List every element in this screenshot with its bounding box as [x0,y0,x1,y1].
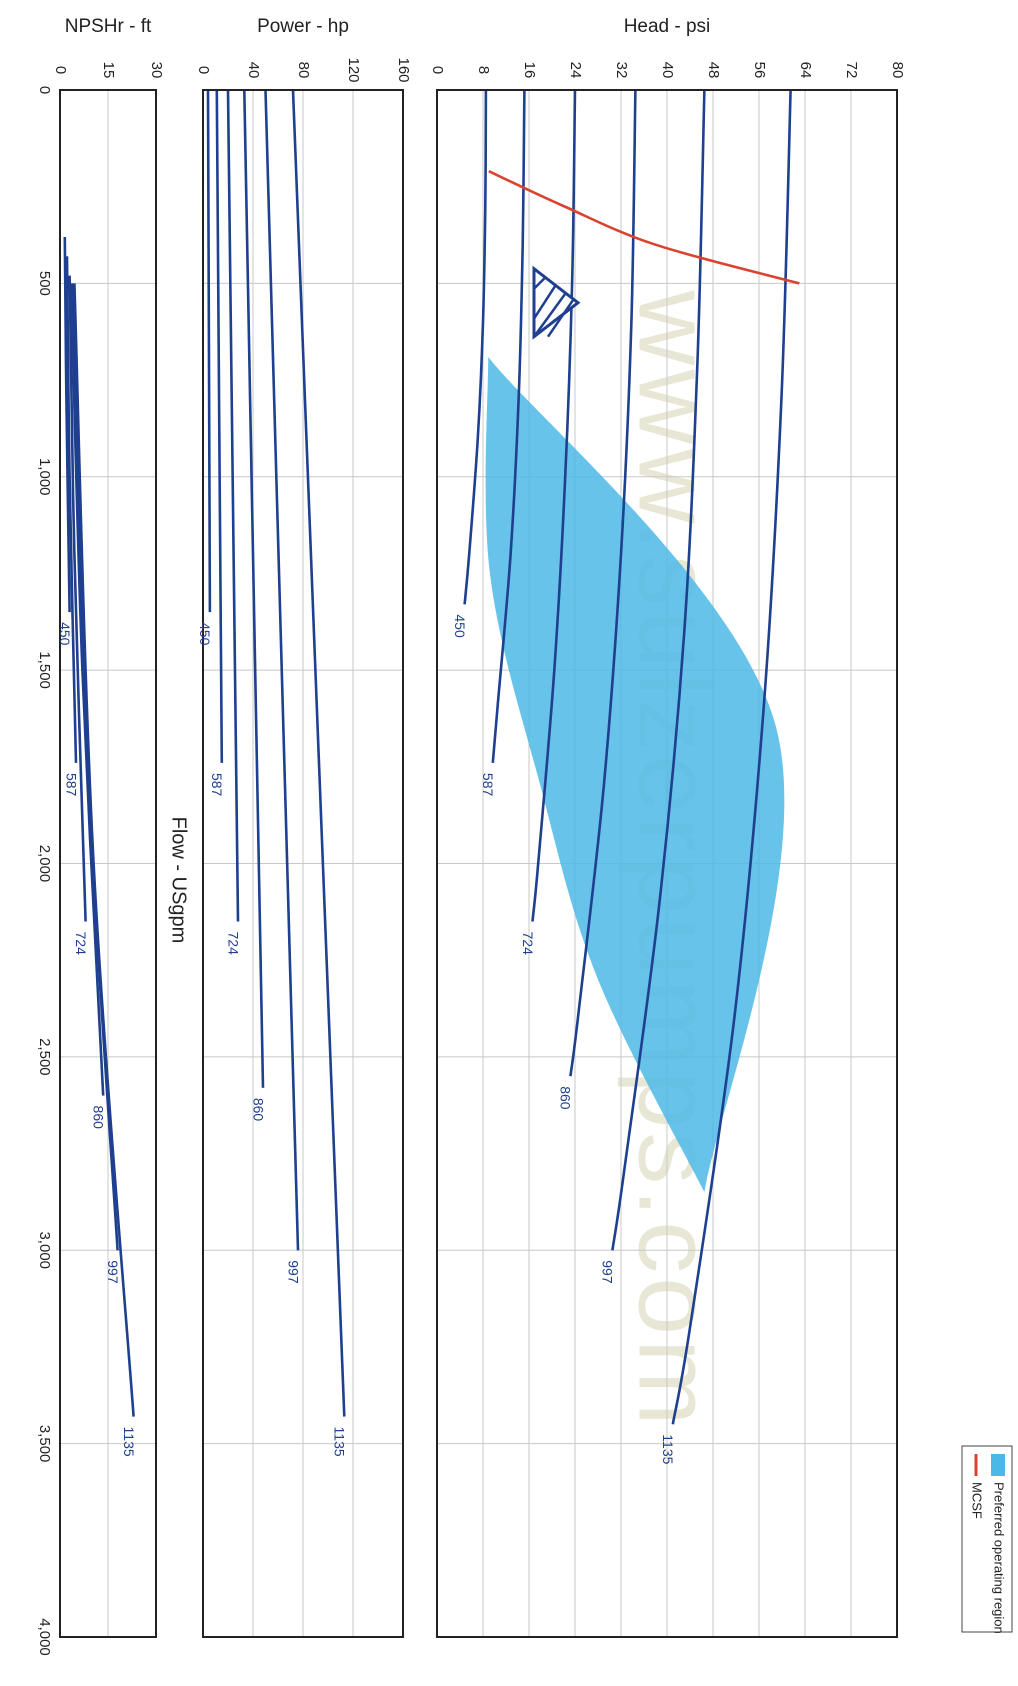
marker-hatch [532,275,576,338]
head-curve-860 [569,89,637,1077]
power-curve-label: 997 [285,1260,301,1284]
legend-label: MCSF [970,1482,985,1519]
power-tick-label: 120 [345,57,362,82]
power-curve-587 [215,89,224,763]
legend-label: Preferred operating region [992,1482,1007,1634]
npsh-curve-label: 450 [57,622,73,646]
head-tick-label: 24 [567,62,584,79]
power-curve-724 [226,89,240,922]
head-curve-label: 997 [600,1260,616,1284]
head-curve-label: 1135 [660,1434,676,1464]
flow-tick-label: 500 [36,271,53,296]
power-curve-label: 450 [197,622,213,646]
head-curve-587 [491,89,526,764]
head-curve-label: 450 [452,614,468,638]
head-curve-label: 724 [520,932,536,956]
power-curve-997 [264,89,300,1251]
power-curve-label: 1135 [332,1427,348,1457]
head-tick-label: 56 [751,62,768,79]
head-tick-label: 80 [889,62,906,79]
npsh-curve-587 [65,256,78,763]
head-curve-label: 860 [558,1086,574,1110]
npsh-curve-860 [69,283,105,1096]
flow-tick-label: 2,000 [36,845,53,883]
head-axis-title: Head - psi [624,16,711,37]
legend-box [961,1445,1013,1633]
flow-tick-label: 3,500 [36,1425,53,1463]
npsh-axis-title: NPSHr - ft [65,16,152,37]
power-curve-label: 587 [209,773,225,797]
npsh-curve-label: 997 [105,1260,121,1284]
npsh-curve-label: 860 [90,1106,106,1130]
npsh-curve-label: 1135 [121,1427,137,1457]
power-frame [202,89,404,1638]
head-tick-label: 32 [613,62,630,79]
water-level-marker [532,265,581,340]
power-axis-title: Power - hp [257,16,349,37]
head-curve-724 [531,89,577,922]
flow-tick-label: 3,000 [36,1231,53,1269]
flow-tick-label: 2,500 [36,1038,53,1076]
npsh-tick-label: 30 [148,62,165,79]
legend-swatch-region [991,1454,1005,1476]
head-tick-label: 0 [429,66,446,74]
head-curve-450 [463,89,488,605]
head-frame [436,89,898,1638]
head-tick-label: 64 [797,62,814,79]
head-tick-label: 8 [475,66,492,74]
npsh-tick-label: 0 [52,66,69,74]
head-curve-997 [611,89,706,1251]
npsh-frame [59,89,157,1638]
head-tick-label: 16 [521,62,538,79]
power-curve-1135 [291,89,346,1417]
head-curve-1135 [671,89,792,1425]
npsh-curve-label: 724 [73,932,89,956]
head-tick-label: 72 [843,62,860,79]
head-tick-label: 40 [659,62,676,79]
power-curve-label: 860 [250,1098,266,1122]
flow-tick-label: 1,500 [36,651,53,689]
power-tick-label: 0 [195,66,212,74]
npsh-tick-label: 15 [100,62,117,79]
power-tick-label: 80 [295,62,312,79]
head-curve-label: 587 [480,773,496,797]
power-tick-label: 160 [395,57,412,82]
power-curve-450 [206,89,212,613]
flow-tick-label: 1,000 [36,458,53,496]
head-tick-label: 48 [705,62,722,79]
npsh-curve-label: 587 [63,773,79,797]
power-curve-860 [243,89,265,1088]
npsh-curve-1135 [73,283,135,1417]
flow-tick-label: 4,000 [36,1618,53,1656]
power-curve-label: 724 [225,932,241,956]
npsh-curve-724 [68,275,87,922]
flow-tick-label: 0 [36,86,53,94]
npsh-curve-450 [63,236,71,613]
flow-axis-title: Flow - USgpm [168,817,190,944]
mcsf-curve [488,170,800,285]
power-tick-label: 40 [245,62,262,79]
